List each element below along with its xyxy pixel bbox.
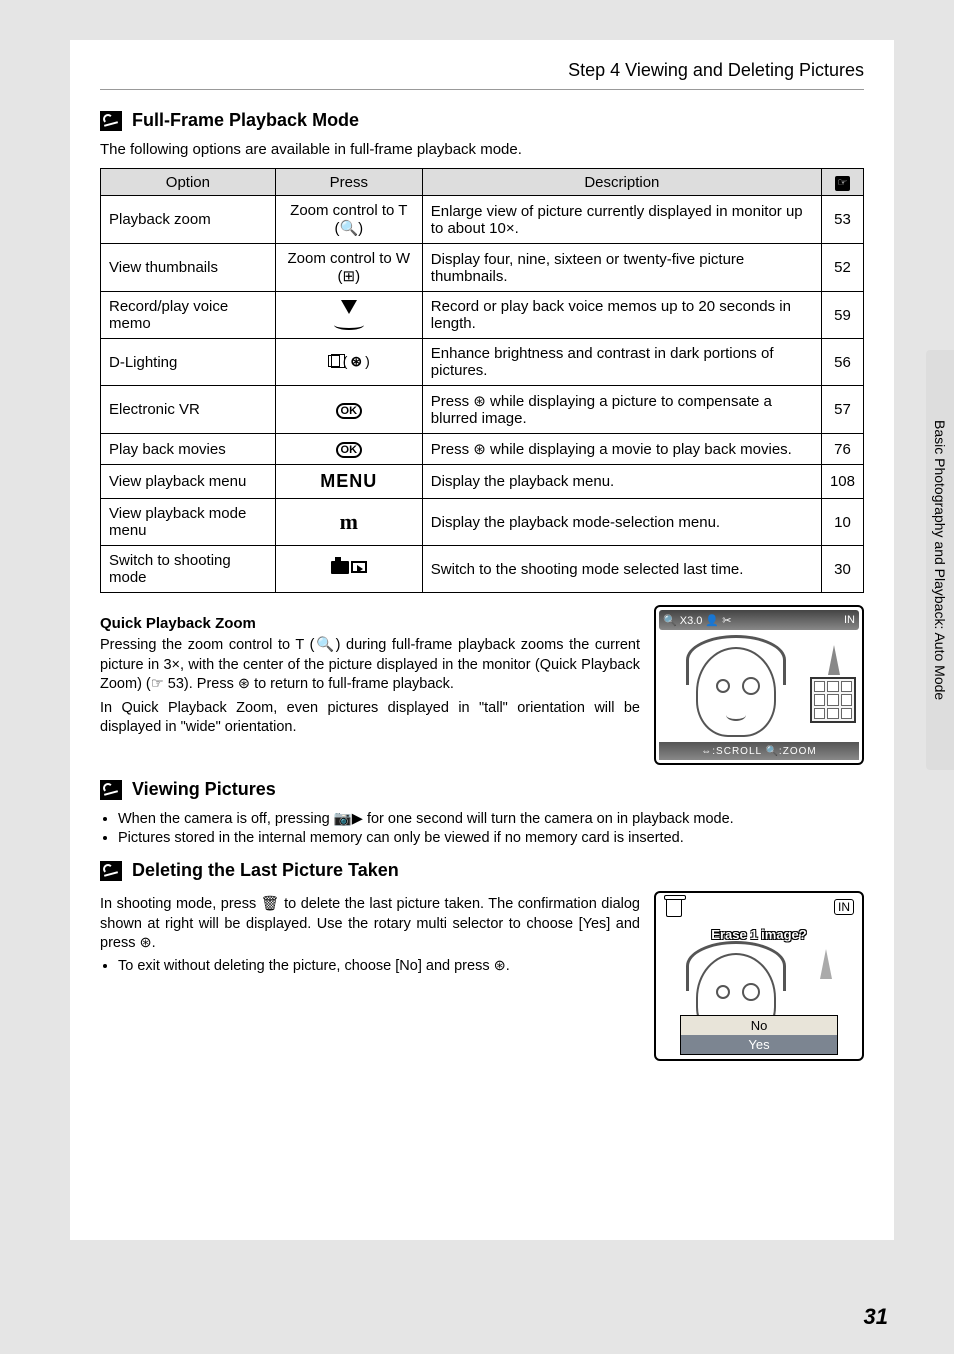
cell-desc: Record or play back voice memos up to 20… [422, 292, 821, 339]
cell-press [275, 292, 422, 339]
viewing-title: Viewing Pictures [132, 779, 276, 800]
deleting-title: Deleting the Last Picture Taken [132, 860, 399, 881]
qpz-thumbnail: 🔍 X3.0 👤 ✂ IN ⇔:SCROLL 🔍:ZOOM [654, 605, 864, 765]
cell-page: 53 [821, 196, 863, 244]
cell-option: View playback menu [101, 465, 276, 499]
section-deleting: Deleting the Last Picture Taken [100, 860, 864, 881]
cell-press: MENU [275, 465, 422, 499]
thumb-botbar: ⇔:SCROLL 🔍:ZOOM [659, 742, 859, 760]
memory-icon: IN [834, 899, 854, 915]
side-tab: Basic Photography and Playback: Auto Mod… [926, 350, 954, 770]
cell-page: 10 [821, 499, 863, 546]
table-row: Record/play voice memo Record or play bac… [101, 292, 864, 339]
cell-press: OK [275, 386, 422, 434]
table-row: Playback zoomZoom control to T (🔍)Enlarg… [101, 196, 864, 244]
qpz-p1: Pressing the zoom control to T (🔍) durin… [100, 636, 640, 695]
cell-option: Play back movies [101, 434, 276, 465]
note-icon [100, 111, 122, 131]
cell-option: View playback mode menu [101, 499, 276, 546]
section-intro: The following options are available in f… [100, 141, 864, 158]
table-row: Switch to shooting mode Switch to the sho… [101, 546, 864, 593]
trash-icon [666, 899, 682, 917]
deleting-b1: To exit without deleting the picture, ch… [118, 958, 640, 974]
cell-page: 108 [821, 465, 863, 499]
th-ref: ☞ [821, 169, 863, 196]
th-desc: Description [422, 169, 821, 196]
cell-page: 52 [821, 244, 863, 292]
section-full-frame: Full-Frame Playback Mode [100, 110, 864, 131]
cell-desc: Switch to the shooting mode selected las… [422, 546, 821, 593]
cell-desc: Press ⊛ while displaying a movie to play… [422, 434, 821, 465]
section-title: Full-Frame Playback Mode [132, 110, 359, 131]
deleting-p1: In shooting mode, press 🗑 to delete the … [100, 895, 640, 954]
page-number: 31 [864, 1304, 888, 1330]
erase-prompt: Erase 1 image? [656, 927, 862, 942]
section-viewing: Viewing Pictures [100, 779, 864, 800]
table-row: D-Lighting (⊛)Enhance brightness and con… [101, 339, 864, 386]
cell-option: D-Lighting [101, 339, 276, 386]
table-row: View thumbnailsZoom control to W (⊞)Disp… [101, 244, 864, 292]
viewing-b2: Pictures stored in the internal memory c… [118, 830, 864, 846]
options-table: Option Press Description ☞ Playback zoom… [100, 168, 864, 593]
option-yes[interactable]: Yes [681, 1035, 837, 1054]
table-row: View playback menuMENUDisplay the playba… [101, 465, 864, 499]
cell-option: Playback zoom [101, 196, 276, 244]
thumb-top-left: 🔍 X3.0 👤 ✂ [663, 614, 731, 627]
cell-press: (⊛) [275, 339, 422, 386]
table-row: Play back moviesOKPress ⊛ while displayi… [101, 434, 864, 465]
thumb-top-right: IN [844, 614, 855, 626]
cell-press [275, 546, 422, 593]
cell-page: 57 [821, 386, 863, 434]
cell-press: Zoom control to W (⊞) [275, 244, 422, 292]
qpz-title: Quick Playback Zoom [100, 615, 640, 632]
th-press: Press [275, 169, 422, 196]
manual-page: Step 4 Viewing and Deleting Pictures Ful… [70, 40, 894, 1240]
cell-desc: Enlarge view of picture currently displa… [422, 196, 821, 244]
cell-desc: Display the playback mode-selection menu… [422, 499, 821, 546]
cell-option: View thumbnails [101, 244, 276, 292]
cell-option: Electronic VR [101, 386, 276, 434]
cell-desc: Display the playback menu. [422, 465, 821, 499]
cell-page: 30 [821, 546, 863, 593]
cell-press: OK [275, 434, 422, 465]
table-row: View playback mode menumDisplay the play… [101, 499, 864, 546]
page-header: Step 4 Viewing and Deleting Pictures [100, 60, 864, 90]
cell-desc: Press ⊛ while displaying a picture to co… [422, 386, 821, 434]
note-icon [100, 780, 122, 800]
cell-desc: Enhance brightness and contrast in dark … [422, 339, 821, 386]
cell-option: Record/play voice memo [101, 292, 276, 339]
delete-thumbnail: IN Erase 1 image? No Yes [654, 891, 864, 1061]
table-row: Electronic VROKPress ⊛ while displaying … [101, 386, 864, 434]
option-no[interactable]: No [681, 1016, 837, 1035]
viewing-bullets: When the camera is off, pressing 📷▶ for … [100, 810, 864, 846]
cell-option: Switch to shooting mode [101, 546, 276, 593]
qpz-p2: In Quick Playback Zoom, even pictures di… [100, 699, 640, 738]
viewing-b1: When the camera is off, pressing 📷▶ for … [118, 810, 864, 827]
cell-press: Zoom control to T (🔍) [275, 196, 422, 244]
cell-page: 56 [821, 339, 863, 386]
cell-press: m [275, 499, 422, 546]
note-icon [100, 861, 122, 881]
th-option: Option [101, 169, 276, 196]
cell-page: 76 [821, 434, 863, 465]
cell-page: 59 [821, 292, 863, 339]
cell-desc: Display four, nine, sixteen or twenty-fi… [422, 244, 821, 292]
